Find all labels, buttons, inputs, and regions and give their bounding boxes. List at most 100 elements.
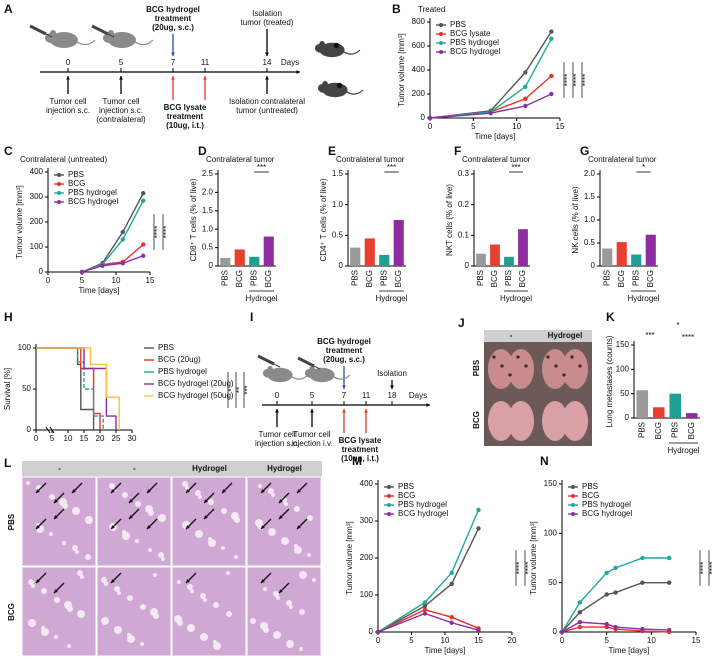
data-point [604, 621, 609, 627]
column-label: - [58, 464, 61, 473]
day-label: 11 [362, 391, 371, 400]
x-tick-label: PBS [476, 270, 485, 286]
row-label: BCG [472, 411, 481, 429]
x-tick-label: BCG [518, 270, 527, 287]
data-point [422, 600, 428, 605]
bar [393, 220, 404, 266]
arrow-head [261, 579, 265, 583]
legend-label: BCG [398, 491, 415, 500]
alveolus [117, 591, 121, 595]
y-axis-label: Tumor volume [mm³] [345, 521, 354, 595]
arrow-head [364, 409, 368, 413]
alveolus [195, 490, 201, 496]
event-label: Tumor cell [293, 430, 330, 439]
alveolus [140, 604, 146, 610]
isolation-label: Isolation [377, 369, 407, 378]
series-line [377, 528, 480, 633]
event-label: Isolation contralateral [229, 97, 305, 106]
legend-marker [387, 512, 391, 516]
x-axis-label: Time [days] [608, 646, 649, 655]
y-tick-label: 1.5 [332, 169, 344, 178]
y-axis-label: Lung metastases (counts) [605, 335, 614, 427]
y-tick-label: 150 [616, 340, 630, 349]
legend-marker [439, 41, 443, 45]
syringe [91, 24, 109, 36]
alveolus [104, 582, 108, 586]
y-tick-label: 0.5 [202, 243, 214, 252]
x-tick-label: 0 [34, 434, 39, 443]
significance: * [227, 388, 236, 391]
alveolus [64, 601, 72, 609]
event-label: Tumor cell [102, 97, 139, 106]
arrow-head [36, 579, 40, 583]
arrow-head [297, 525, 301, 529]
series-line [36, 347, 104, 430]
legend-marker [571, 512, 575, 516]
row-label: BCG [7, 603, 16, 621]
bar [685, 413, 698, 418]
significance: *** [243, 385, 252, 394]
series-line [429, 93, 552, 119]
arrow-head [342, 409, 346, 413]
x-tick-label: 5 [409, 636, 414, 645]
data-point [141, 198, 146, 203]
syringe [45, 33, 53, 38]
y-tick-label: 1.5 [202, 206, 214, 215]
chart-title: Treated [418, 5, 445, 14]
header-bar [22, 461, 322, 477]
x-tick-label: 0 [560, 636, 565, 645]
y-tick-label: 0.5 [584, 238, 596, 247]
data-point [613, 590, 618, 595]
data-point [141, 242, 146, 247]
y-tick-label: 0.5 [332, 230, 344, 239]
y-tick-label: 100 [30, 242, 44, 251]
x-tick-label: PBS [379, 270, 388, 286]
alveolus [307, 553, 311, 557]
chart-title: Contralateral (untreated) [20, 155, 107, 164]
y-tick-label: 0 [553, 627, 558, 636]
legend-label: BCG [582, 491, 599, 500]
arrow-head [147, 525, 151, 529]
arrow-head [186, 579, 190, 583]
lung [562, 349, 588, 389]
data-point [141, 253, 146, 258]
alveolus [312, 578, 316, 582]
legend-marker [57, 191, 61, 195]
data-point [100, 263, 105, 268]
series-line [561, 621, 670, 633]
histology-image [171, 566, 247, 657]
significance: **** [162, 226, 171, 238]
data-point [120, 237, 126, 242]
data-point [613, 624, 618, 630]
alveolus [26, 481, 30, 485]
event-label: (contralateral) [96, 115, 146, 124]
metastasis [546, 355, 550, 359]
alveolus [122, 530, 126, 534]
x-tick-label: 20 [96, 434, 105, 443]
lysate-label: (10ug, i.t.) [341, 454, 379, 463]
alveolus [258, 484, 262, 488]
arrow-head [171, 52, 175, 56]
metastasis [578, 364, 582, 368]
y-axis-label: CD8⁺ T cells (% of live) [189, 178, 198, 261]
alveolus [174, 615, 182, 623]
panel-label: K [606, 310, 615, 324]
alveolus [49, 494, 55, 500]
mouse [346, 89, 364, 95]
alveolus [135, 501, 141, 507]
data-point [476, 627, 481, 633]
alveolus [127, 595, 133, 601]
alveolus [299, 609, 305, 615]
alveolus [28, 579, 34, 585]
legend-marker [571, 494, 575, 498]
header-bar [484, 330, 592, 342]
alveolus [250, 618, 256, 624]
alveolus [195, 530, 203, 538]
x-tick-label: PBS [249, 270, 258, 286]
series-line [36, 347, 120, 430]
alveolus [135, 539, 139, 543]
day-label: 0 [66, 58, 71, 67]
significance: **** [572, 74, 581, 86]
lysate-label: BCG lysate [339, 436, 382, 445]
x-tick-label: BCG [687, 422, 696, 439]
